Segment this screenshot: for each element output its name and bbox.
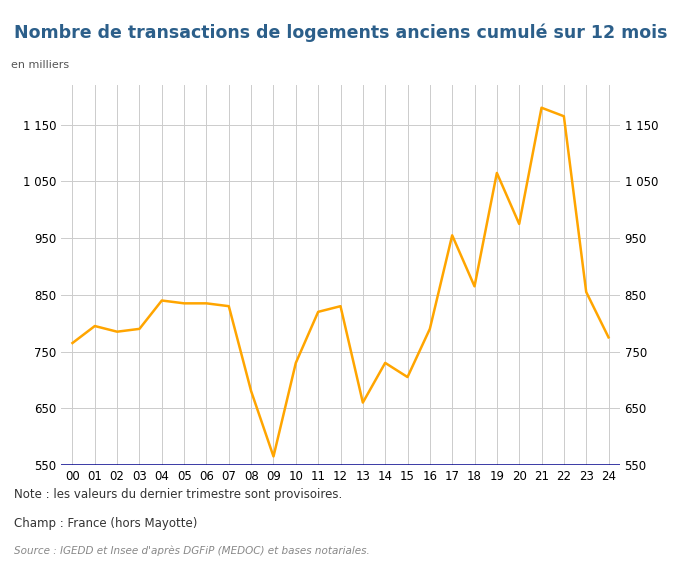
Text: Champ : France (hors Mayotte): Champ : France (hors Mayotte) bbox=[14, 517, 197, 530]
Text: Source : IGEDD et Insee d'après DGFiP (MEDOC) et bases notariales.: Source : IGEDD et Insee d'après DGFiP (M… bbox=[14, 546, 369, 556]
Text: en milliers: en milliers bbox=[11, 60, 69, 70]
Text: Nombre de transactions de logements anciens cumulé sur 12 mois: Nombre de transactions de logements anci… bbox=[14, 24, 667, 43]
Text: Note : les valeurs du dernier trimestre sont provisoires.: Note : les valeurs du dernier trimestre … bbox=[14, 488, 342, 501]
